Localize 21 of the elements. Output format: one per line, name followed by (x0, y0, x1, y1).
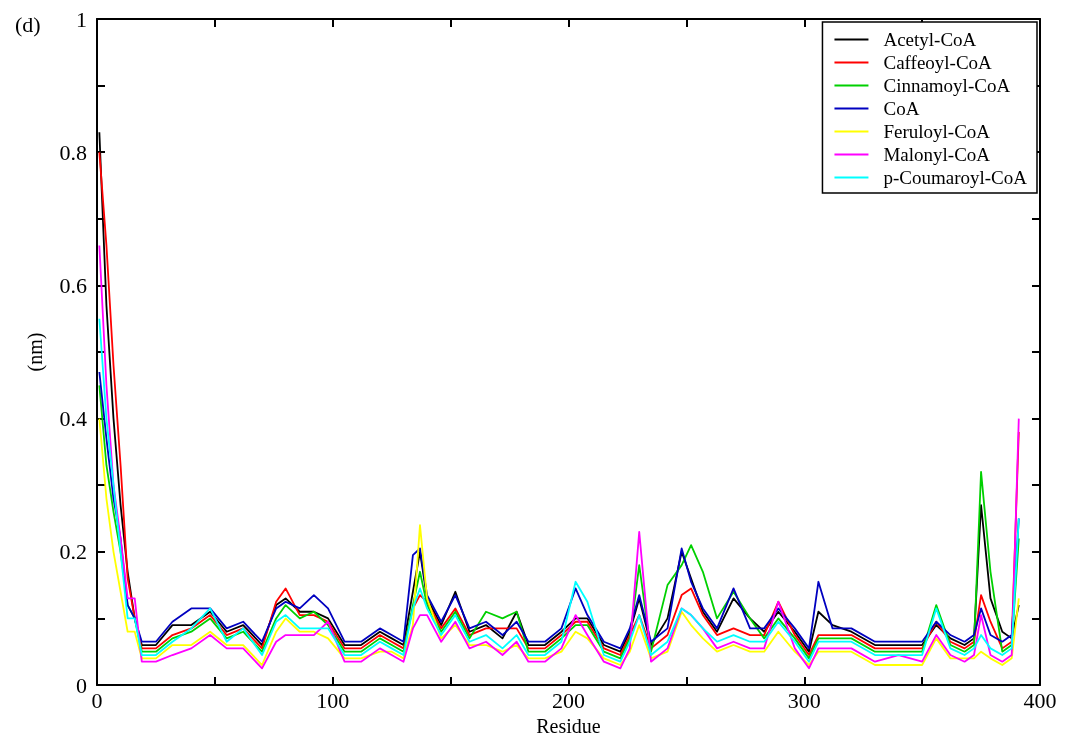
legend-label: Malonyl-CoA (883, 144, 991, 165)
x-tick-label: 300 (787, 687, 821, 713)
x-tick-label: 200 (552, 687, 585, 713)
legend-label: CoA (883, 98, 920, 119)
legend-label: Cinnamoyl-CoA (883, 75, 1011, 96)
legend-label: Caffeoyl-CoA (883, 52, 993, 73)
legend-label: Acetyl-CoA (883, 29, 977, 50)
x-axis-title: Residue (536, 714, 601, 737)
y-tick-label: 0.6 (59, 272, 87, 298)
line-series (98, 317, 1020, 663)
chart-title: (d) (15, 11, 41, 37)
x-tick-label: 400 (1023, 687, 1057, 713)
x-tick-label: 100 (316, 687, 350, 713)
y-tick-label: 0.2 (59, 539, 87, 565)
y-tick-label: 0.8 (59, 139, 87, 165)
y-tick-label: 1 (76, 6, 87, 32)
legend-label: p-Coumaroyl-CoA (883, 167, 1028, 188)
line-series (98, 244, 1020, 670)
y-axis-title: (nm) (24, 332, 47, 372)
y-tick-label: 0.4 (59, 406, 87, 432)
legend-label: Feruloyl-CoA (883, 121, 991, 142)
